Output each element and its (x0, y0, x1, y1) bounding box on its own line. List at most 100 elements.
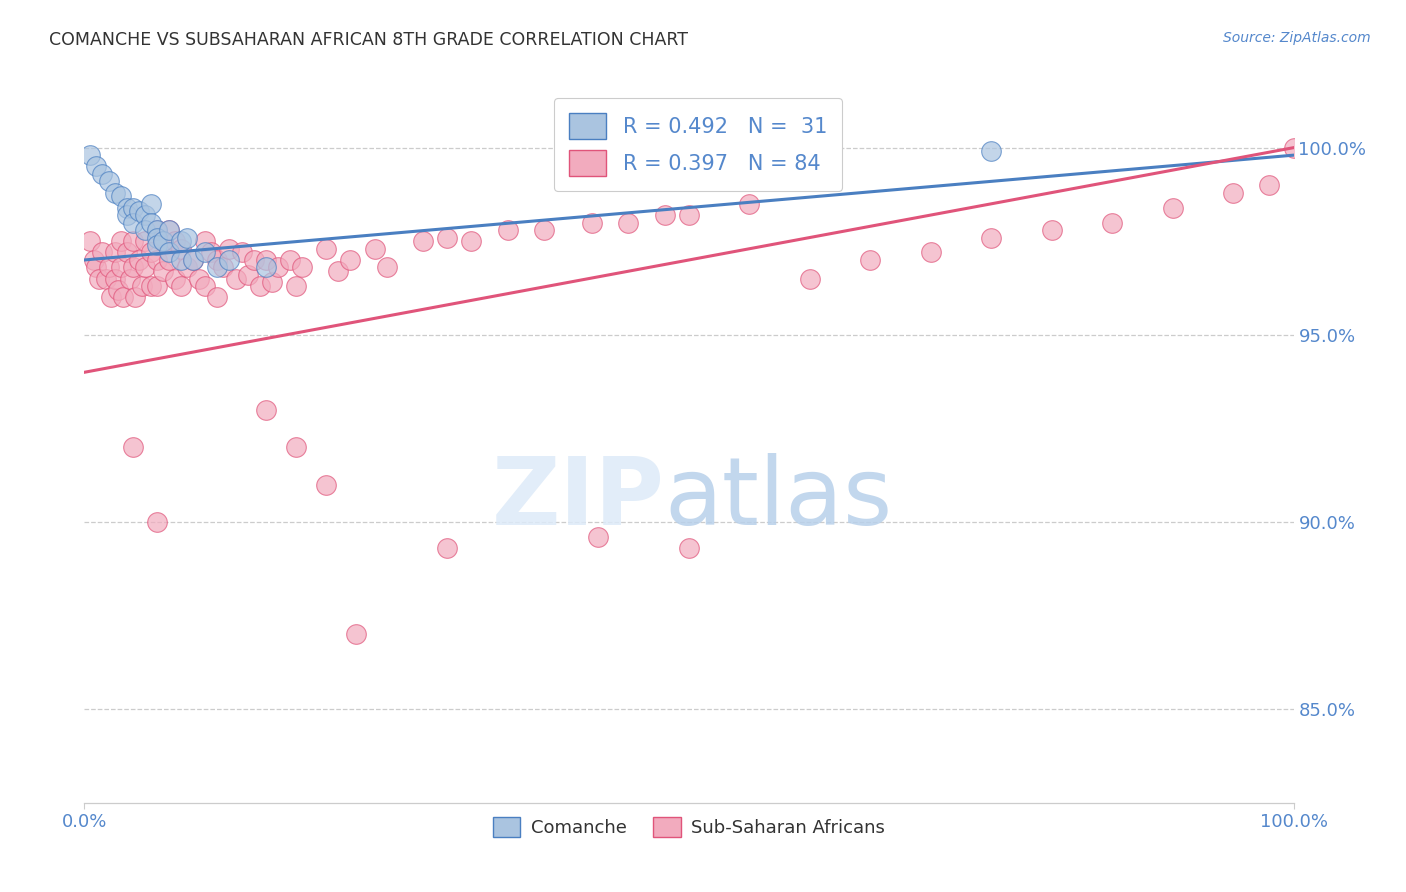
Point (152, 234, 174, 248)
Point (87, 271, 110, 285)
Point (315, 477, 337, 491)
Point (97, 174, 120, 188)
Text: atlas: atlas (665, 453, 893, 545)
Point (254, 402, 277, 417)
Point (496, 223, 519, 237)
Point (115, 208, 138, 222)
Point (104, 186, 127, 200)
Point (146, 238, 169, 252)
Point (194, 245, 217, 260)
Point (79, 234, 101, 248)
Point (267, 260, 290, 275)
Point (654, 208, 676, 222)
Point (134, 260, 156, 275)
Point (157, 245, 180, 260)
Point (146, 279, 169, 293)
Point (799, 141, 821, 155)
Point (218, 252, 240, 267)
Point (86, 160, 108, 174)
Point (254, 260, 277, 275)
Point (128, 204, 150, 219)
Point (1161, 201, 1184, 215)
Point (120, 271, 142, 285)
Point (104, 271, 127, 285)
Point (79, 148, 101, 162)
Point (139, 279, 162, 293)
Point (83, 252, 105, 267)
Point (194, 234, 217, 248)
Point (91, 167, 114, 181)
Point (146, 223, 169, 237)
Point (128, 252, 150, 267)
Point (231, 245, 253, 260)
Point (436, 230, 458, 244)
Point (152, 264, 174, 278)
Point (207, 260, 229, 275)
Point (112, 290, 135, 304)
Point (110, 234, 132, 248)
Point (176, 230, 198, 244)
Point (738, 196, 761, 211)
Point (249, 279, 271, 293)
Point (170, 279, 193, 293)
Text: Source: ZipAtlas.com: Source: ZipAtlas.com (1223, 31, 1371, 45)
Point (1282, 141, 1305, 155)
Point (146, 252, 169, 267)
Point (121, 260, 143, 275)
Point (131, 279, 153, 293)
Point (110, 189, 132, 203)
Point (124, 290, 146, 304)
Point (188, 271, 211, 285)
Point (115, 245, 138, 260)
Point (980, 230, 1002, 244)
Point (339, 252, 361, 267)
Point (121, 201, 143, 215)
Point (104, 245, 127, 260)
Point (1040, 223, 1063, 237)
Point (346, 627, 368, 641)
Point (91, 245, 114, 260)
Point (315, 242, 337, 256)
Point (139, 196, 162, 211)
Text: ZIP: ZIP (492, 453, 665, 545)
Point (134, 223, 156, 237)
Point (588, 530, 610, 544)
Point (170, 252, 193, 267)
Point (460, 234, 482, 248)
Point (291, 260, 314, 275)
Legend: Comanche, Sub-Saharan Africans: Comanche, Sub-Saharan Africans (485, 810, 893, 845)
Point (859, 252, 882, 267)
Point (363, 242, 385, 256)
Point (260, 276, 283, 290)
Point (107, 283, 129, 297)
Point (254, 252, 277, 267)
Point (212, 260, 235, 275)
Point (207, 252, 229, 267)
Point (617, 215, 640, 229)
Text: COMANCHE VS SUBSAHARAN AFRICAN 8TH GRADE CORRELATION CHART: COMANCHE VS SUBSAHARAN AFRICAN 8TH GRADE… (49, 31, 688, 49)
Point (278, 252, 301, 267)
Point (139, 215, 162, 229)
Point (181, 252, 204, 267)
Point (284, 279, 308, 293)
Point (207, 290, 229, 304)
Point (157, 223, 180, 237)
Point (157, 252, 180, 267)
Point (218, 242, 240, 256)
Point (194, 279, 217, 293)
Point (146, 230, 169, 244)
Point (121, 440, 143, 454)
Point (225, 271, 247, 285)
Point (980, 145, 1002, 159)
Point (165, 234, 187, 248)
Point (1101, 215, 1123, 229)
Point (1258, 178, 1281, 193)
Point (375, 260, 398, 275)
Point (115, 201, 138, 215)
Point (436, 541, 458, 556)
Point (412, 234, 434, 248)
Point (157, 223, 180, 237)
Point (678, 541, 700, 556)
Point (94, 271, 117, 285)
Point (581, 215, 603, 229)
